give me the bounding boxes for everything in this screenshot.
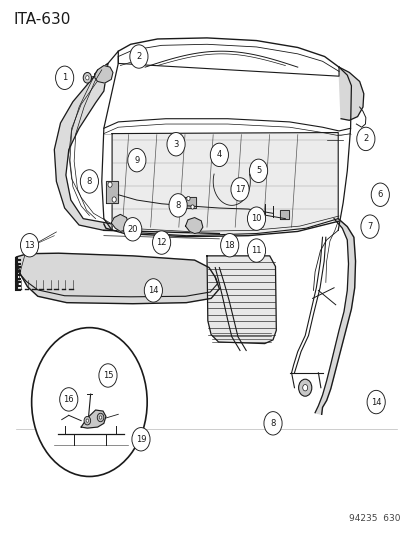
Text: 94235  630: 94235 630: [349, 514, 400, 523]
Circle shape: [247, 239, 265, 262]
Text: 14: 14: [370, 398, 380, 407]
Polygon shape: [106, 181, 118, 203]
Polygon shape: [81, 410, 106, 428]
Circle shape: [186, 196, 190, 200]
Text: 17: 17: [234, 185, 245, 194]
Circle shape: [366, 390, 385, 414]
Text: 8: 8: [175, 201, 180, 210]
Circle shape: [263, 411, 281, 435]
Text: 6: 6: [377, 190, 382, 199]
Circle shape: [166, 133, 185, 156]
Text: 10: 10: [251, 214, 261, 223]
Text: 14: 14: [148, 286, 158, 295]
Circle shape: [59, 387, 78, 411]
Text: 2: 2: [136, 52, 141, 61]
Circle shape: [360, 215, 378, 238]
Circle shape: [190, 205, 194, 209]
Circle shape: [112, 197, 116, 202]
Polygon shape: [111, 214, 128, 231]
Polygon shape: [54, 63, 112, 230]
Circle shape: [86, 419, 88, 422]
Circle shape: [249, 159, 267, 182]
Circle shape: [169, 193, 187, 217]
Circle shape: [83, 72, 91, 83]
Circle shape: [230, 177, 249, 201]
Text: 8: 8: [270, 419, 275, 428]
Circle shape: [108, 182, 112, 187]
Circle shape: [21, 233, 38, 257]
Polygon shape: [314, 219, 355, 414]
Circle shape: [84, 416, 90, 425]
Circle shape: [97, 413, 104, 422]
Polygon shape: [206, 256, 275, 344]
Circle shape: [130, 45, 147, 68]
Circle shape: [80, 169, 98, 193]
Text: 9: 9: [134, 156, 139, 165]
Text: 8: 8: [86, 177, 92, 186]
Circle shape: [247, 207, 265, 230]
Polygon shape: [279, 209, 288, 219]
Text: 2: 2: [362, 134, 368, 143]
Polygon shape: [112, 133, 337, 236]
Text: 3: 3: [173, 140, 178, 149]
Text: 18: 18: [224, 241, 235, 250]
Circle shape: [128, 149, 145, 172]
Circle shape: [85, 76, 89, 80]
Circle shape: [31, 328, 147, 477]
Circle shape: [220, 233, 238, 257]
Polygon shape: [17, 253, 219, 304]
Circle shape: [99, 364, 117, 387]
Text: 1: 1: [62, 73, 67, 82]
Circle shape: [356, 127, 374, 151]
Text: 15: 15: [102, 371, 113, 380]
Circle shape: [132, 427, 150, 451]
Text: 4: 4: [216, 150, 221, 159]
Text: 20: 20: [127, 225, 138, 234]
Text: 12: 12: [156, 238, 166, 247]
Circle shape: [210, 143, 228, 166]
Circle shape: [123, 217, 142, 241]
Circle shape: [55, 66, 74, 90]
Polygon shape: [185, 197, 195, 208]
Text: 13: 13: [24, 241, 35, 250]
Polygon shape: [95, 66, 113, 83]
Text: 11: 11: [251, 246, 261, 255]
Circle shape: [144, 279, 162, 302]
Polygon shape: [338, 67, 363, 120]
Text: 5: 5: [255, 166, 261, 175]
Text: 19: 19: [135, 435, 146, 444]
Circle shape: [99, 416, 102, 419]
Text: ITA-630: ITA-630: [13, 12, 70, 27]
Circle shape: [302, 384, 307, 391]
Polygon shape: [185, 217, 202, 233]
Circle shape: [298, 379, 311, 396]
Text: 7: 7: [366, 222, 372, 231]
Circle shape: [370, 183, 389, 206]
Text: 16: 16: [63, 395, 74, 404]
Circle shape: [152, 231, 170, 254]
